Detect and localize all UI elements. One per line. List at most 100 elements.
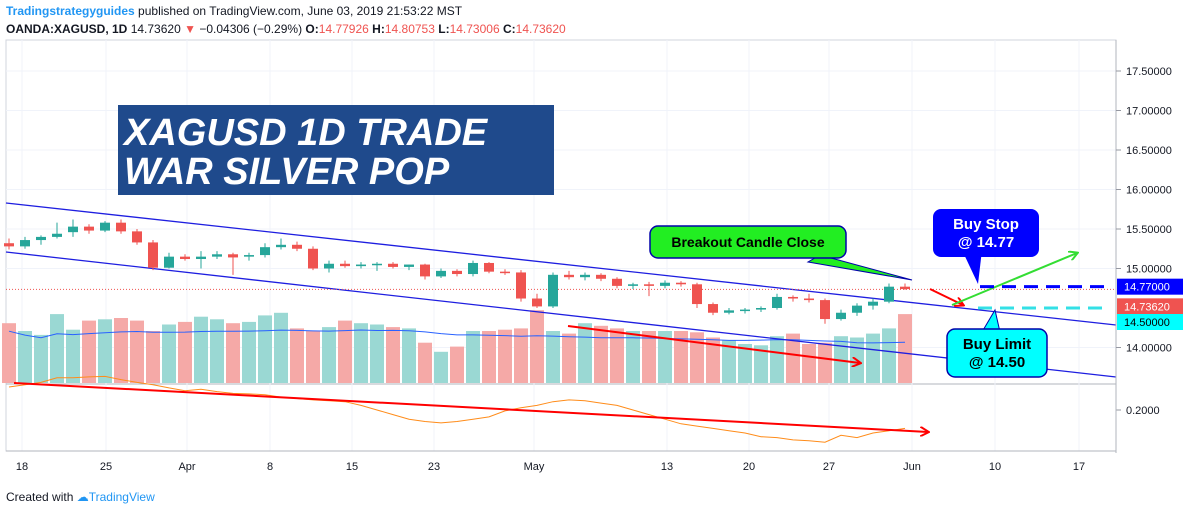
x-tick-label: 18: [16, 461, 28, 473]
buy-stop-text-1: Buy Stop: [953, 216, 1019, 233]
x-tick-label: Apr: [178, 461, 195, 473]
close-label: C:: [502, 22, 516, 36]
volume-bar: [754, 345, 768, 383]
volume-bar: [290, 328, 304, 383]
candle-body: [564, 274, 574, 278]
volume-bar: [770, 336, 784, 383]
x-tick-label: 15: [346, 461, 358, 473]
buy-limit-text-2: @ 14.50: [969, 354, 1025, 371]
candle-body: [52, 233, 62, 237]
candle-body: [228, 254, 238, 258]
candle-body: [612, 278, 622, 286]
candle-body: [100, 222, 110, 231]
volume-bar: [178, 321, 192, 383]
volume-bar: [66, 329, 80, 383]
volume-bar: [306, 331, 320, 383]
candle-body: [644, 284, 654, 286]
x-tick-label: May: [524, 461, 545, 473]
candle-body: [628, 284, 638, 286]
x-tick-label: 27: [823, 461, 835, 473]
candle-body: [868, 301, 878, 306]
volume-bar: [98, 319, 112, 383]
candle-body: [548, 274, 558, 307]
title-line-1: XAGUSD 1D TRADE: [122, 112, 489, 154]
title-line-2: WAR SILVER POP: [124, 151, 450, 193]
low-label: L:: [438, 22, 450, 36]
candle-body: [308, 248, 318, 269]
x-tick-label: Jun: [903, 461, 921, 473]
tradingview-link[interactable]: TradingView: [88, 490, 155, 504]
volume-bars: [2, 310, 912, 383]
x-tick-label: 13: [661, 461, 673, 473]
candle-body: [244, 255, 254, 257]
candle-body: [532, 298, 542, 307]
candle-body: [404, 264, 414, 267]
buy-stop-callout: [933, 209, 1039, 257]
candle-body: [212, 254, 222, 257]
low-value: 14.73006: [449, 22, 500, 36]
volume-bar: [690, 332, 704, 383]
tradingview-logo-icon: ☁: [76, 490, 89, 504]
volume-bar: [322, 327, 336, 383]
x-tick-label: 23: [428, 461, 440, 473]
volume-bar: [882, 328, 896, 383]
publish-line: Tradingstrategyguides published on Tradi…: [6, 4, 462, 18]
candle-body: [580, 274, 590, 278]
breakout-callout: [649, 225, 847, 259]
volume-bar: [818, 342, 832, 383]
volume-bar: [386, 327, 400, 383]
price-label-last: 14.73620: [1124, 301, 1170, 313]
breakout-text: Breakout Candle Close: [671, 234, 824, 250]
volume-bar: [466, 331, 480, 383]
y-tick-label: 15.50000: [1126, 224, 1172, 236]
candle-body: [260, 247, 270, 256]
channel-lower-line: [5, 251, 1117, 378]
ohlc-legend: OANDA:XAGUSD, 1D 14.73620 ▼ −0.04306 (−0…: [6, 22, 566, 36]
volume-bar: [786, 333, 800, 383]
candle-body: [340, 263, 350, 267]
price-label-bg: [1117, 298, 1183, 315]
oscillator-line: [8, 375, 906, 443]
open-value: 14.77926: [318, 22, 369, 36]
y-tick-label: 17.00000: [1126, 106, 1172, 118]
open-label: O:: [305, 22, 319, 36]
publish-info: published on TradingView.com, June 03, 2…: [138, 4, 463, 18]
candle-body: [660, 282, 670, 286]
candle-body: [692, 284, 702, 305]
candle-body: [500, 271, 510, 274]
candlestick-series: [4, 219, 910, 324]
candle-body: [468, 262, 478, 275]
volume-bar: [626, 331, 640, 383]
candle-body: [676, 282, 686, 285]
candle-body: [4, 243, 14, 247]
candle-body: [772, 296, 782, 308]
candle-body: [20, 240, 30, 247]
volume-bar: [114, 318, 128, 383]
y-tick-label: 15.00000: [1126, 264, 1172, 276]
price-label-bg: [1117, 278, 1183, 295]
candle-body: [164, 256, 174, 268]
volume-bar: [578, 323, 592, 383]
price-label-buy_limit: 14.50000: [1124, 317, 1170, 329]
buy-limit-callout: [946, 328, 1048, 378]
candle-body: [820, 300, 830, 320]
volume-bar: [402, 328, 416, 383]
volume-bar: [562, 333, 576, 383]
volume-down-arrow: [567, 325, 860, 363]
volume-bar: [658, 331, 672, 383]
last-price: 14.73620: [130, 22, 181, 36]
volume-bar: [162, 324, 176, 383]
x-tick-label: 25: [100, 461, 112, 473]
x-tick-label: 17: [1073, 461, 1085, 473]
author-name[interactable]: Tradingstrategyguides: [6, 4, 135, 18]
footer: Created with ☁TradingView: [6, 490, 155, 504]
symbol-label: OANDA:XAGUSD, 1D: [6, 22, 128, 36]
volume-bar: [450, 346, 464, 383]
high-value: 14.80753: [384, 22, 435, 36]
candle-body: [804, 298, 814, 301]
candle-body: [740, 309, 750, 312]
volume-bar: [210, 319, 224, 383]
volume-bar: [50, 314, 64, 383]
close-value: 14.73620: [515, 22, 566, 36]
